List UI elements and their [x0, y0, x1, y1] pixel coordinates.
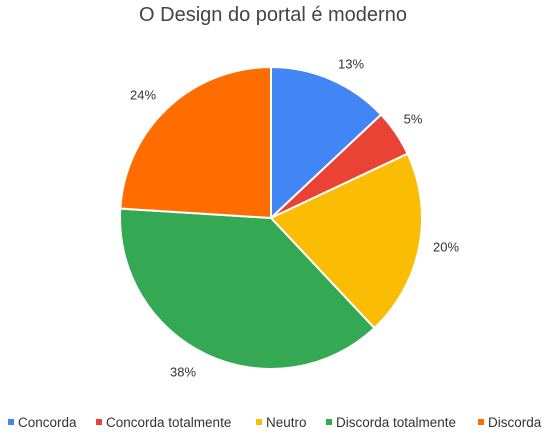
legend-item-concorda: Concorda: [8, 415, 77, 430]
legend-label: Discorda: [488, 414, 542, 430]
slice-label-concorda-totalmente: 5%: [404, 111, 423, 126]
legend-swatch: [478, 419, 484, 425]
legend-swatch: [96, 419, 102, 425]
legend-swatch: [326, 419, 332, 425]
slice-label-neutro: 20%: [433, 239, 459, 254]
legend-item-concorda-totalmente: Concorda totalmente: [96, 415, 231, 430]
chart-title: O Design do portal é moderno: [139, 4, 407, 26]
legend-label: Neutro: [266, 414, 307, 430]
legend-label: Discorda totalmente: [336, 414, 457, 430]
legend-item-discorda-totalmente: Discorda totalmente: [326, 415, 456, 430]
pie-slice-discorda: [119, 65, 272, 220]
legend-item-discorda: Discorda: [478, 415, 541, 430]
legend-swatch: [8, 419, 14, 425]
legend-swatch: [256, 419, 262, 425]
pie-slice-discorda-totalmente: [119, 207, 376, 370]
legend-label: Concorda totalmente: [106, 414, 232, 430]
slice-label-concorda: 13%: [338, 56, 364, 71]
legend: Concorda Concorda totalmente Neutro Discord…: [0, 413, 546, 431]
pie-slice-neutro: [269, 152, 423, 330]
legend-label: Concorda: [18, 414, 77, 430]
slice-label-discorda-totalmente: 38%: [170, 364, 196, 379]
legend-item-neutro: Neutro: [256, 415, 307, 430]
pie-slice-concorda: [270, 65, 383, 221]
slice-label-discorda: 24%: [130, 87, 156, 102]
